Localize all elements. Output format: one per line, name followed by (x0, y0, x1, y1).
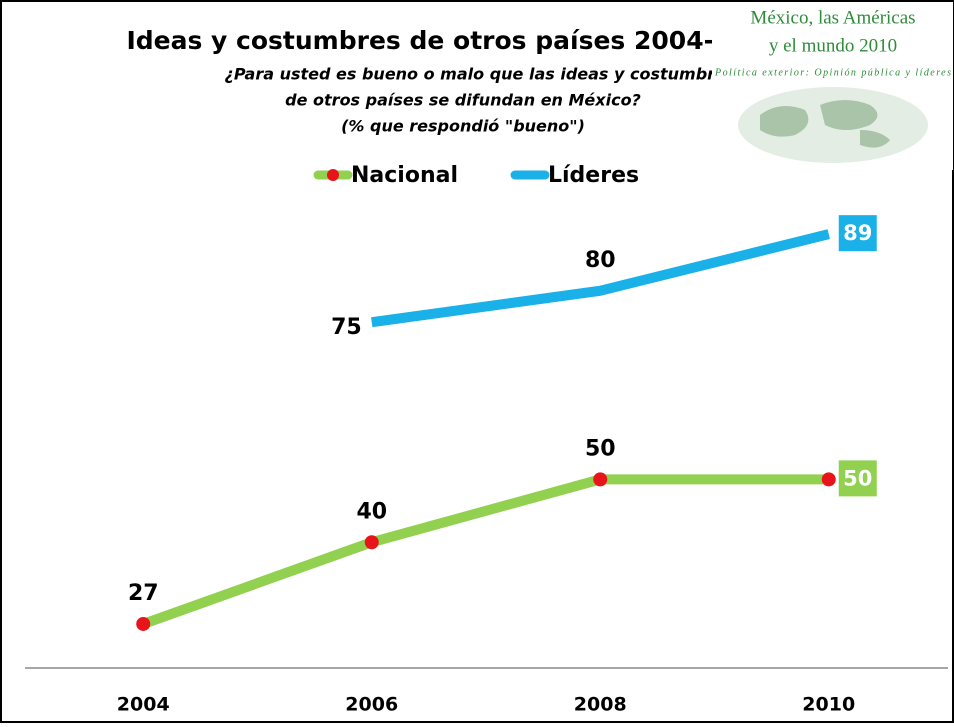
value-label-box (838, 215, 877, 252)
value-label: 80 (585, 248, 616, 273)
value-label: 27 (128, 581, 159, 606)
x-tick-label: 2010 (802, 694, 855, 716)
x-tick-label: 2006 (345, 694, 398, 716)
x-tick-label: 2008 (574, 694, 627, 716)
point-marker (136, 616, 151, 631)
value-label: 50 (843, 466, 872, 490)
legend-label: Líderes (548, 163, 639, 188)
chart-subtitle: ¿Para usted es bueno o malo que las idea… (225, 65, 736, 84)
logo-continents (760, 100, 890, 148)
series-line (371, 229, 830, 328)
value-label: 40 (356, 499, 387, 524)
logo: México, las Américas y el mundo 2010 Pol… (712, 2, 953, 170)
point-marker (821, 472, 836, 487)
value-label: 50 (585, 436, 616, 461)
point-marker (364, 535, 379, 550)
chart-title: Ideas y costumbres de otros países 2004-… (126, 26, 783, 55)
chart-subtitle: de otros países se difundan en México? (285, 91, 641, 110)
value-label-box (838, 460, 877, 497)
logo-text: México, las Américas (750, 7, 915, 28)
x-tick-label: 2004 (117, 694, 170, 716)
value-label: 75 (331, 315, 362, 340)
legend-marker (327, 169, 339, 181)
point-marker (593, 472, 608, 487)
series-line (141, 474, 829, 629)
legend-label: Nacional (351, 163, 458, 188)
logo-text: y el mundo 2010 (769, 35, 897, 56)
value-label: 89 (843, 221, 872, 245)
chart-subtitle: (% que respondió "bueno") (341, 117, 585, 136)
